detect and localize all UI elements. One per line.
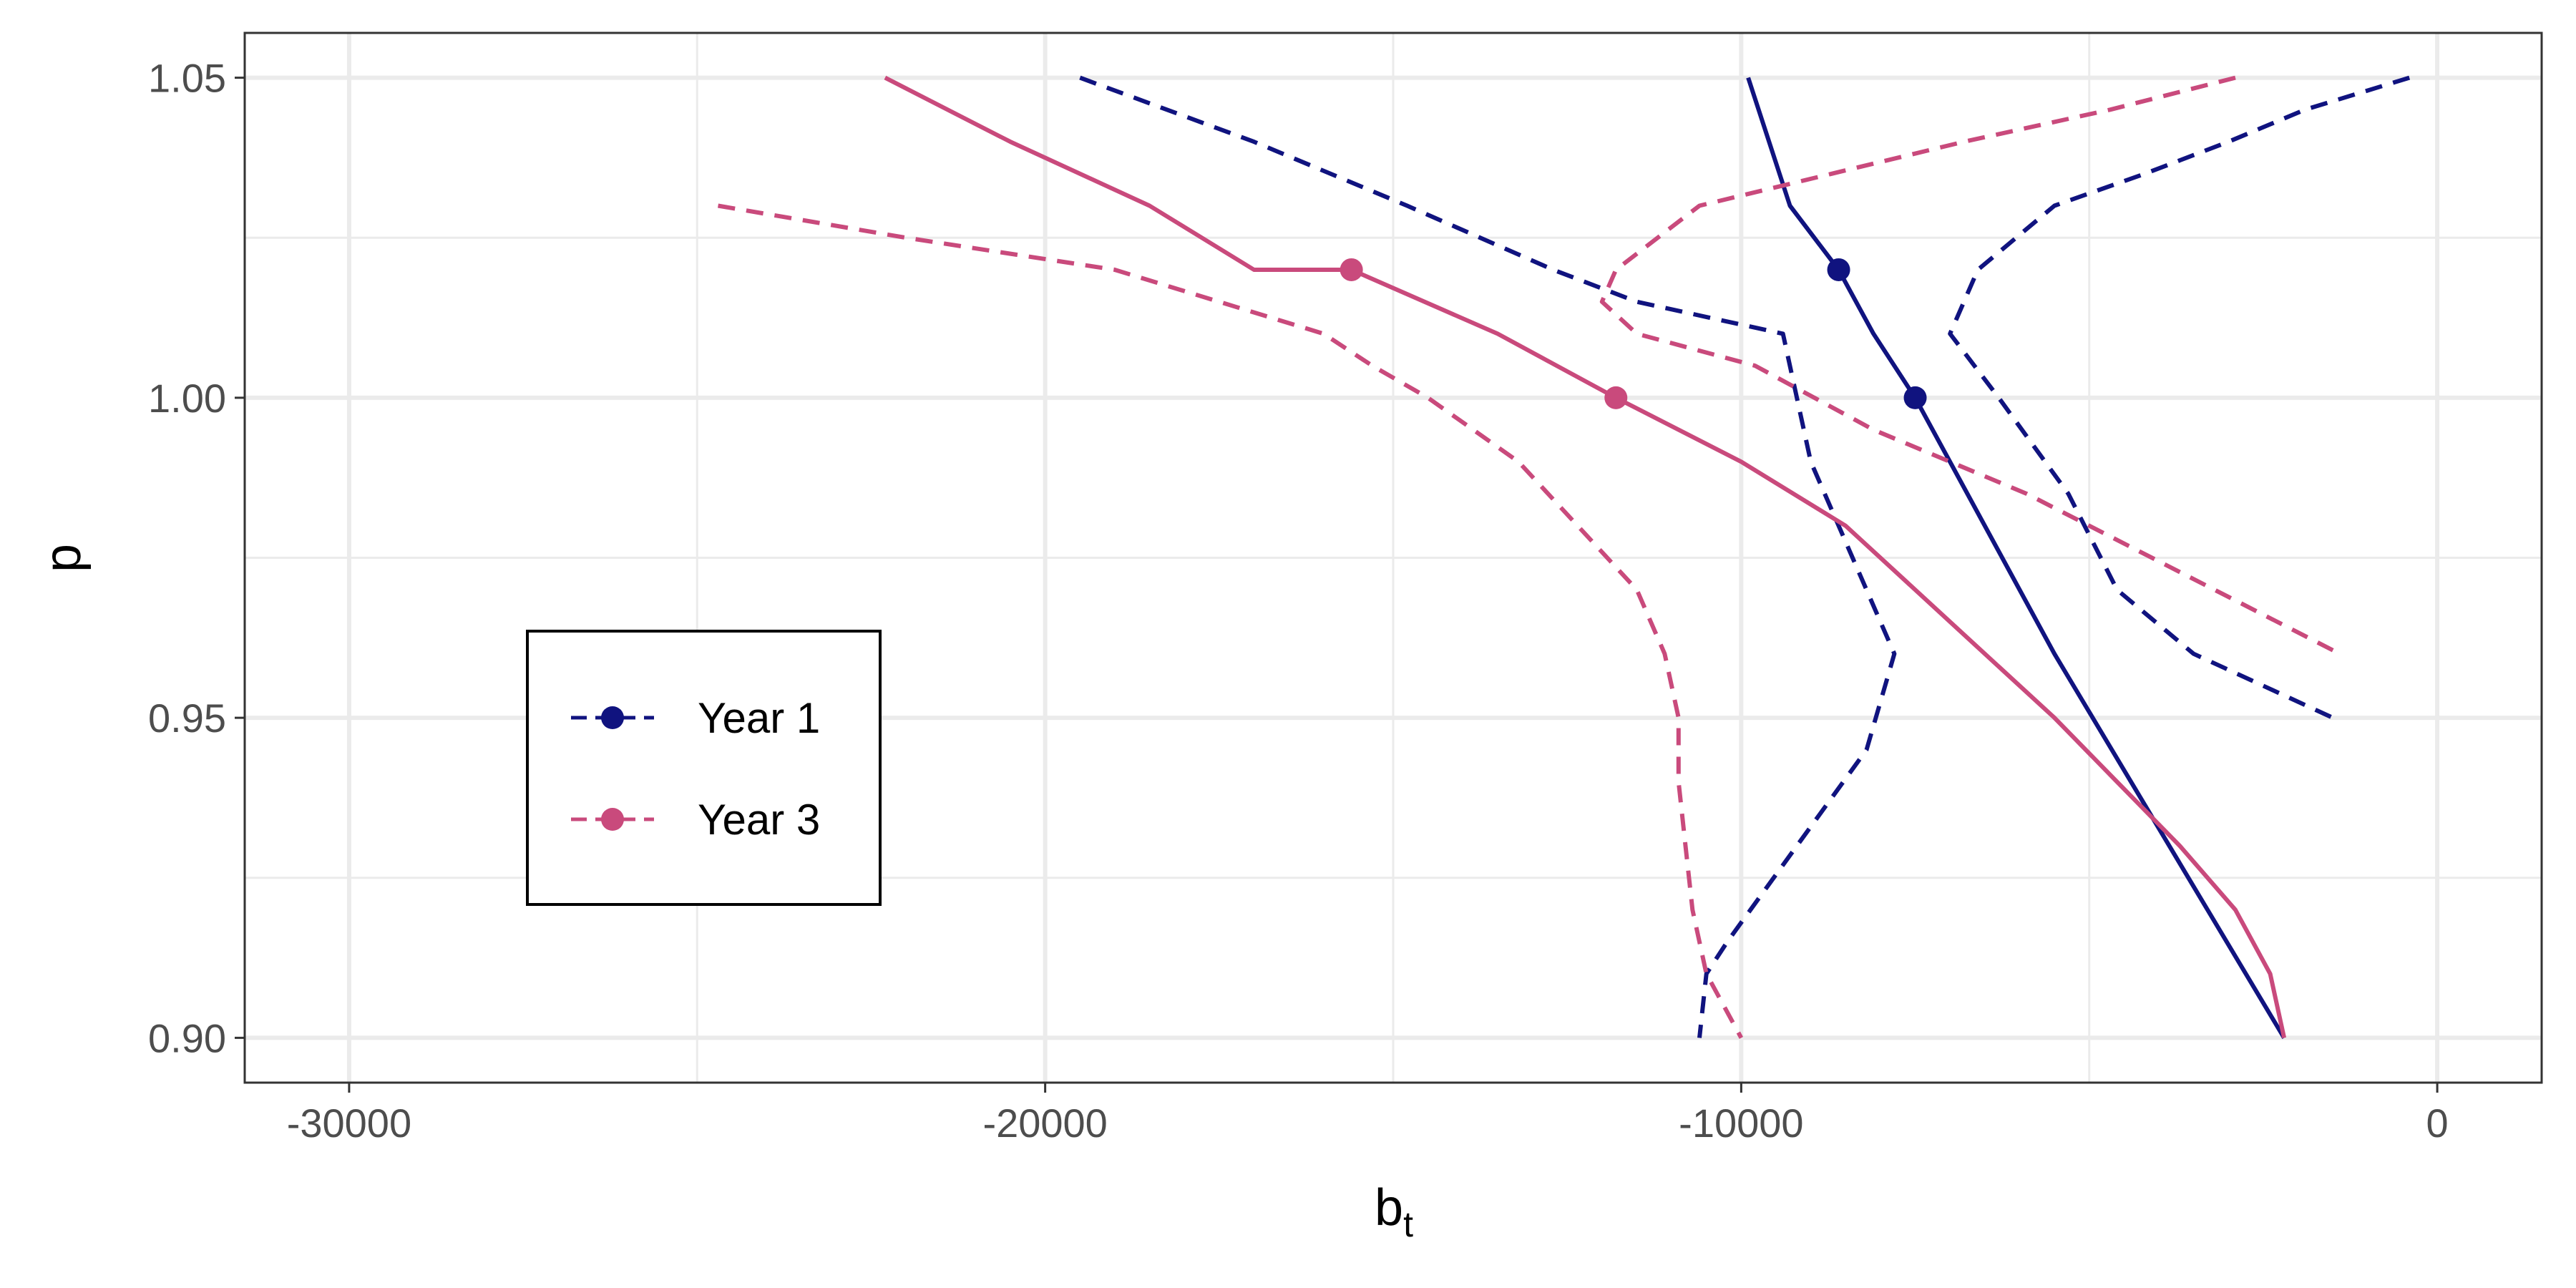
y-tick-label: 1.00 bbox=[148, 376, 226, 421]
series-year-3-point bbox=[1604, 386, 1628, 409]
y-tick-label: 0.90 bbox=[148, 1015, 226, 1060]
series-year-1-point bbox=[1827, 258, 1850, 281]
series-layer bbox=[717, 75, 2411, 1039]
x-tick-label: -10000 bbox=[1679, 1101, 1803, 1146]
axis-ticks bbox=[235, 77, 2439, 1093]
legend-key-point-year-1 bbox=[601, 706, 624, 729]
x-tick-label: 0 bbox=[2426, 1101, 2449, 1146]
series-year-3-lower-bound-line bbox=[717, 203, 1744, 1039]
y-tick-label: 0.95 bbox=[148, 696, 226, 741]
series-year-1 bbox=[1079, 75, 2411, 1039]
series-year-1-upper-bound-line bbox=[1948, 75, 2411, 720]
tick-labels: -30000 -20000 -10000 0 0.90 0.95 1.00 1.05 bbox=[148, 56, 2449, 1146]
legend: Year 1 Year 3 bbox=[526, 630, 882, 906]
panel-border bbox=[243, 31, 2543, 1084]
grid-minor bbox=[245, 33, 2542, 1083]
legend-box bbox=[526, 630, 882, 906]
series-year-3-upper-bound-line bbox=[1599, 75, 2341, 656]
series-year-3-estimate-line bbox=[884, 75, 2287, 1039]
series-year-1-estimate-line bbox=[1746, 77, 2286, 1039]
legend-key-point-year-3 bbox=[601, 808, 624, 831]
legend-label-year-1: Year 1 bbox=[698, 694, 820, 742]
x-axis-title: bt bbox=[1375, 1179, 1413, 1244]
x-axis-title-subscript: t bbox=[1403, 1204, 1413, 1244]
series-year-1-lower-bound-line bbox=[1079, 75, 1897, 1038]
x-tick-label: -20000 bbox=[982, 1101, 1107, 1146]
series-year-1-point bbox=[1903, 386, 1927, 409]
series-year-3-point bbox=[1340, 258, 1363, 281]
legend-label-year-3: Year 3 bbox=[698, 796, 820, 844]
x-axis-title-main: b bbox=[1375, 1179, 1403, 1236]
y-axis-title: p bbox=[34, 544, 92, 572]
y-tick-label: 1.05 bbox=[148, 56, 226, 101]
x-tick-label: -30000 bbox=[287, 1101, 411, 1146]
series-year-3 bbox=[717, 75, 2341, 1039]
